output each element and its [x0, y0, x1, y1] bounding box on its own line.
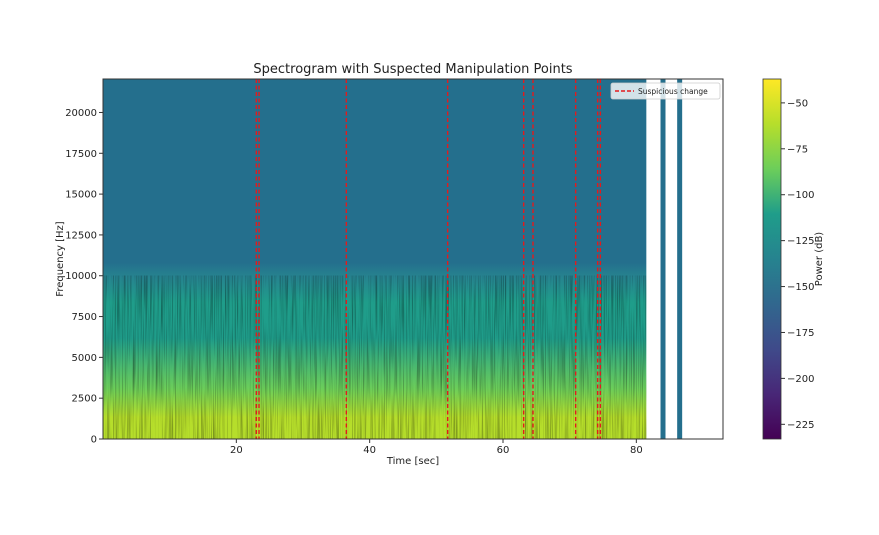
y-tick-label: 0	[91, 435, 97, 446]
extra-bars	[660, 79, 683, 439]
colorbar-tick-label: −175	[787, 328, 814, 339]
x-tick-label: 60	[497, 445, 510, 456]
spectrogram-texture	[103, 275, 647, 439]
colorbar-tick-label: −200	[787, 374, 814, 385]
colorbar-gradient	[762, 78, 782, 440]
colorbar-tick-label: −75	[787, 144, 808, 155]
x-axis-ticks: 20 40 60 80	[230, 439, 643, 456]
y-axis-ticks: 0 2500 5000 7500 10000 12500 15000 17500 20000	[65, 108, 103, 446]
x-tick-label: 20	[230, 445, 243, 456]
colorbar-tick-label: −125	[787, 236, 814, 247]
colorbar-tick-label: −100	[787, 190, 814, 201]
x-axis-label: Time [sec]	[386, 456, 439, 467]
y-tick-label: 5000	[72, 353, 97, 364]
legend-label: Suspicious change	[638, 87, 708, 96]
y-tick-label: 10000	[65, 271, 97, 282]
plot-area	[103, 79, 683, 439]
chart-title: Spectrogram with Suspected Manipulation …	[253, 62, 572, 77]
colorbar: −50 −75 −100 −125 −150 −175 −200 −225 Power (dB…	[762, 78, 825, 440]
y-tick-label: 2500	[72, 394, 97, 405]
y-tick-label: 20000	[65, 108, 97, 119]
y-tick-label: 17500	[65, 149, 97, 160]
legend-box	[610, 82, 721, 100]
colorbar-tick-label: −150	[787, 282, 814, 293]
colorbar-label: Power (dB)	[814, 232, 825, 287]
y-tick-label: 7500	[72, 312, 97, 323]
extra-bar	[660, 79, 666, 439]
colorbar-tick-label: −50	[787, 98, 808, 109]
extra-bar	[677, 79, 683, 439]
suspicious-change-lines	[255, 79, 602, 439]
y-tick-label: 12500	[65, 230, 97, 241]
y-tick-label: 15000	[65, 190, 97, 201]
colorbar-tick-label: −225	[787, 420, 814, 431]
legend: Suspicious change	[610, 82, 721, 100]
y-axis-label: Frequency [Hz]	[55, 221, 66, 297]
x-tick-label: 80	[630, 445, 643, 456]
x-tick-label: 40	[363, 445, 376, 456]
colorbar-ticks: −50 −75 −100 −125 −150 −175 −200 −225	[781, 98, 814, 431]
plot-frame	[102, 78, 724, 440]
